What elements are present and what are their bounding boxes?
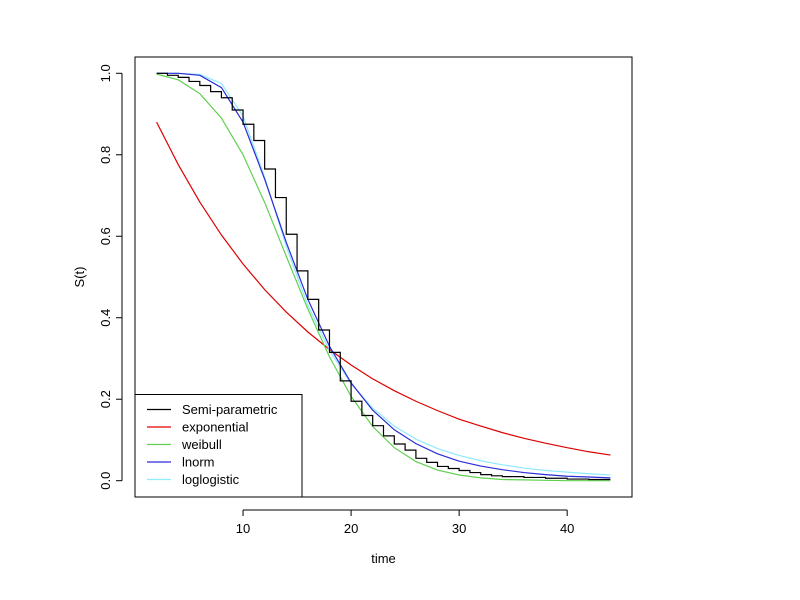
x-axis: 10 20 30 40 — [236, 509, 574, 536]
y-tick-label: 1.0 — [98, 64, 113, 82]
y-axis: 0.0 0.2 0.4 0.6 0.8 1.0 — [98, 64, 123, 490]
legend: Semi-parametric exponential weibull lnorm lo… — [134, 394, 303, 498]
y-tick-label: 0.4 — [98, 309, 113, 327]
y-tick-label: 0.8 — [98, 146, 113, 164]
y-tick-label: 0.6 — [98, 227, 113, 245]
y-axis-title: S(t) — [72, 267, 87, 288]
legend-label: exponential — [182, 420, 249, 435]
legend-label: Semi-parametric — [182, 402, 278, 417]
y-tick-label: 0.2 — [98, 390, 113, 408]
legend-label: loglogistic — [182, 472, 240, 487]
y-tick-label: 0.0 — [98, 472, 113, 490]
plot-frame — [134, 56, 633, 498]
x-tick-label: 40 — [560, 521, 574, 536]
x-tick-label: 10 — [236, 521, 250, 536]
series-semi-parametric — [156, 72, 611, 481]
legend-label: lnorm — [182, 455, 215, 470]
x-axis-title: time — [371, 551, 396, 566]
x-tick-label: 30 — [452, 521, 466, 536]
series-weibull — [156, 73, 611, 482]
x-tick-label: 20 — [344, 521, 358, 536]
series-layer — [156, 72, 611, 482]
legend-label: weibull — [181, 437, 222, 452]
series-exponential — [156, 121, 611, 456]
